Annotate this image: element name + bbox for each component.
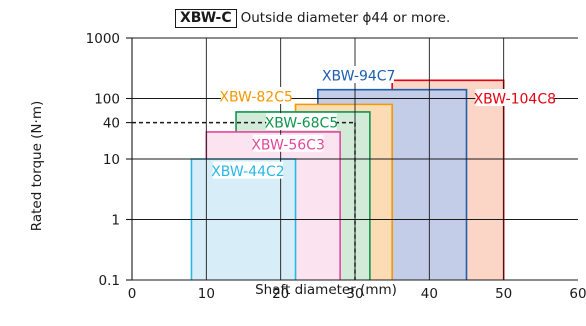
series-label-bg-2 — [220, 86, 292, 104]
series-label-4: XBW-56C3 — [251, 137, 325, 153]
y-tick-label-2: 40 — [103, 116, 120, 132]
y-tick-label-0: 1000 — [86, 31, 120, 47]
x-tick-label-5: 50 — [495, 286, 512, 302]
y-axis-label: Rated torque (N·m) — [29, 101, 45, 231]
series-label-3: XBW-68C5 — [265, 116, 339, 132]
model-badge: XBW-C — [175, 8, 237, 28]
series-labels: XBW-104C8 XBW-94C7 XBW-82C5 XBW-68C5 XBW-56C… — [211, 65, 556, 180]
series-label-0: XBW-104C8 — [474, 92, 556, 108]
y-tick-label-4: 1 — [111, 213, 120, 229]
series-label-5: XBW-44C2 — [211, 164, 285, 180]
series-label-bg-1 — [323, 65, 394, 83]
tick-labels: 1000 100 40 10 1 0.1 0 10 20 30 40 50 60 — [86, 31, 586, 302]
x-axis-label: Shaft diameter (mm) — [255, 282, 397, 298]
y-tick-label-5: 0.1 — [99, 273, 120, 289]
x-tick-label-0: 0 — [128, 286, 137, 302]
x-tick-label-3: 30 — [346, 286, 363, 302]
y-tick-label-3: 10 — [103, 152, 120, 168]
series-label-1: XBW-94C7 — [322, 68, 396, 84]
chart-header: XBW-C Outside diameter ϕ44 or more. — [175, 8, 450, 28]
x-tick-label-2: 20 — [272, 286, 289, 302]
y-tick-label-1: 100 — [94, 92, 120, 108]
series-label-bg-3 — [266, 113, 337, 131]
header-text: Outside diameter ϕ44 or more. — [240, 10, 451, 26]
series-label-bg-4 — [252, 134, 324, 152]
series-bars — [190, 79, 505, 281]
x-tick-label-4: 40 — [421, 286, 438, 302]
x-tick-label-1: 10 — [198, 286, 215, 302]
x-tick-label-6: 60 — [569, 286, 586, 302]
series-label-bg-0 — [475, 89, 555, 106]
series-label-bg-5 — [212, 161, 284, 179]
series-label-2: XBW-82C5 — [219, 89, 293, 105]
